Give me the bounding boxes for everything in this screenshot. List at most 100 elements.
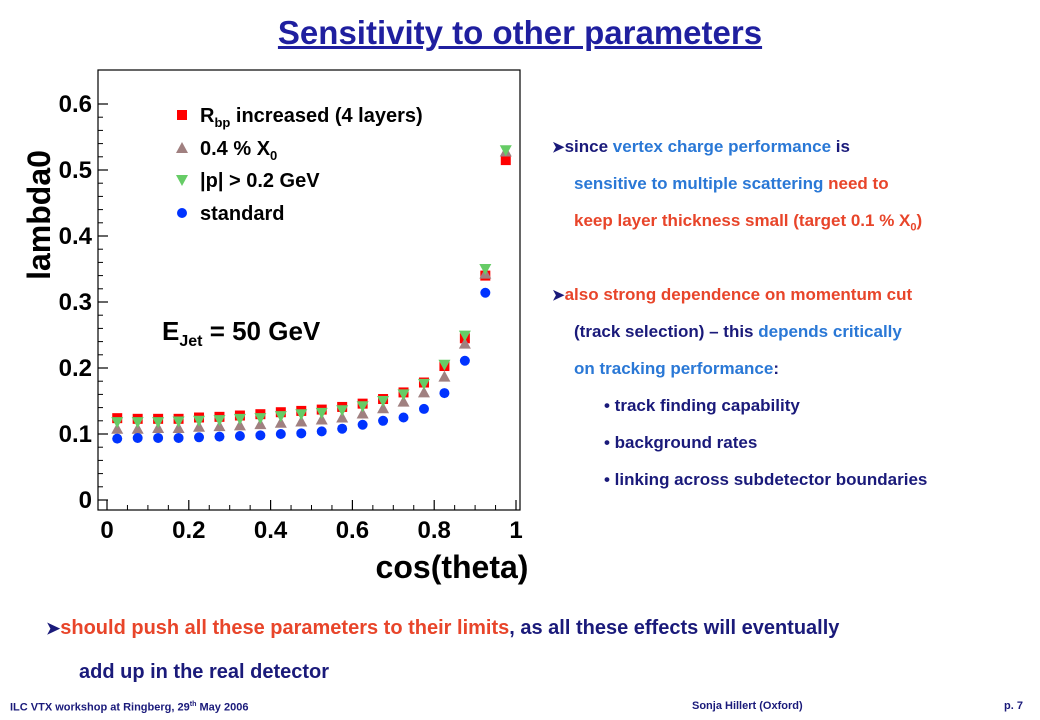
legend: Rbp increased (4 layers) 0.4 % X0 |p| > 0.… (176, 105, 423, 225)
arrow-bullet-icon: ➤ (552, 287, 565, 304)
bullet-text: : (773, 359, 779, 378)
series-points (112, 287, 491, 444)
data-point (112, 433, 123, 444)
data-point (459, 355, 470, 366)
footer-text: th (189, 700, 197, 708)
x-axis-ticks: 0 0.2 0.4 0.6 0.8 1 (100, 500, 523, 544)
bullet-text: vertex charge performance (612, 137, 832, 156)
data-point (458, 337, 471, 349)
data-point (295, 409, 308, 421)
data-point (500, 155, 511, 166)
data-point (357, 419, 368, 430)
bullet-1-line-2: sensitive to multiple scattering need to (552, 165, 1032, 202)
x-tick-label: 1 (509, 517, 522, 544)
bullet-text: is (831, 137, 850, 156)
series-points (111, 145, 512, 429)
y-axis-ticks: 0 0.1 0.2 0.3 0.4 0.5 0.6 (59, 91, 108, 514)
bullet-2-line-2: (track selection) – this depends critica… (552, 313, 1032, 350)
data-point (233, 419, 246, 431)
data-point (418, 403, 429, 414)
y-tick-label: 0.3 (59, 289, 92, 316)
sub-bullet-3: • linking across subdetector boundaries (604, 470, 928, 489)
bullet-text: also strong dependence on momentum cut (564, 285, 913, 304)
y-axis-label: lambda0 (21, 150, 57, 280)
data-point (480, 287, 491, 298)
bullet-2-line-1: ➤also strong dependence on momentum cut (552, 276, 1032, 313)
bullet-2-line-3: on tracking performance: (552, 350, 1032, 387)
data-point (172, 416, 185, 428)
data-point (316, 426, 327, 437)
data-point (173, 432, 184, 443)
data-point (153, 432, 164, 443)
arrow-bullet-icon: ➤ (552, 139, 565, 156)
x-tick-label: 0.8 (418, 517, 451, 544)
arrow-bullet-icon: ➤ (46, 619, 61, 638)
data-point (439, 388, 450, 399)
data-point (438, 359, 451, 371)
x-tick-label: 0 (100, 517, 113, 544)
bullet-text: need to (823, 174, 889, 193)
data-point (234, 430, 245, 441)
data-point (356, 407, 369, 419)
page-title: Sensitivity to other parameters (277, 14, 763, 51)
data-point (417, 378, 430, 390)
legend-marker (176, 142, 188, 153)
bullet-text: (track selection) – this (574, 322, 759, 341)
y-tick-label: 0.1 (59, 421, 92, 448)
legend-marker (177, 208, 187, 218)
data-point (356, 401, 369, 413)
data-point (296, 428, 307, 439)
data-point (479, 264, 492, 275)
page-number: p. 7 (1004, 700, 1023, 712)
data-point (315, 407, 328, 419)
data-point (254, 413, 267, 425)
data-point (214, 431, 225, 442)
x-tick-label: 0.4 (254, 517, 288, 544)
data-point (336, 405, 349, 417)
bullet-text: depends critically (758, 322, 902, 341)
data-point (499, 145, 512, 157)
data-point (397, 389, 410, 401)
bullet-list: ➤since vertex charge performance is sens… (552, 128, 1032, 498)
x-tick-label: 0.2 (172, 517, 205, 544)
data-point (194, 432, 205, 443)
data-point (131, 422, 144, 434)
data-point (274, 411, 287, 423)
data-point (458, 330, 471, 342)
x-tick-label: 0.6 (336, 517, 369, 544)
y-tick-label: 0.6 (59, 91, 92, 118)
bullet-text: since (564, 137, 613, 156)
y-tick-label: 0 (79, 487, 92, 514)
data-point (152, 417, 165, 429)
data-point (233, 413, 246, 425)
data-point (315, 413, 328, 425)
legend-label: Rbp increased (4 layers) (200, 105, 423, 130)
legend-marker (177, 110, 187, 120)
data-point (131, 417, 144, 429)
bullet-text: sensitive to multiple scattering (574, 174, 824, 193)
data-point (336, 411, 349, 423)
conclusion-line-2: add up in the real detector (79, 661, 330, 683)
data-point (193, 415, 206, 427)
bullet-text: ) (916, 211, 923, 230)
data-point (111, 417, 124, 429)
bullet-text: on tracking performance (574, 359, 774, 378)
conclusion-text: should push all these parameters to thei… (60, 617, 510, 639)
data-point (398, 412, 409, 423)
data-point (111, 422, 124, 434)
y-tick-label: 0.4 (59, 223, 93, 250)
data-point (295, 415, 308, 427)
x-axis-label: cos(theta) (376, 549, 529, 585)
chart: 0 0.1 0.2 0.3 0.4 0.5 0.6 0 0.2 0.4 0.6 0.8 1 Rbp i… (21, 69, 529, 585)
bullet-text: keep layer thickness small (target 0.1 %… (574, 211, 911, 230)
bullet-1-line-3: keep layer thickness small (target 0.1 %… (552, 202, 1032, 239)
legend-label: 0.4 % X0 (200, 138, 277, 163)
data-point (337, 423, 348, 434)
data-point (377, 396, 390, 407)
data-points (111, 145, 512, 444)
y-tick-label: 0.5 (59, 157, 92, 184)
sub-bullet-2: • background rates (604, 433, 758, 452)
series-points (112, 155, 511, 424)
legend-marker (176, 175, 188, 186)
footer-text: ILC VTX workshop at Ringberg, 29 (10, 701, 190, 714)
